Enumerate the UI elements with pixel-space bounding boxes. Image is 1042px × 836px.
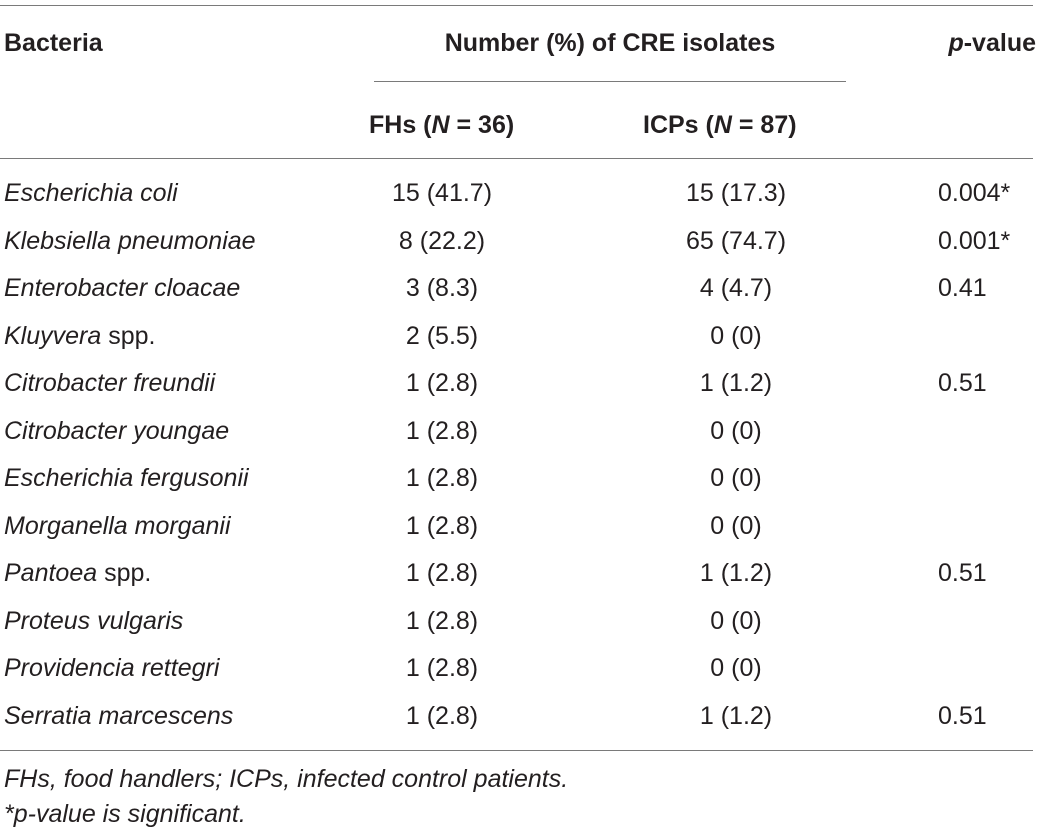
table-row: Klebsiella pneumoniae 8 (22.2) 65 (74.7) 0.… bbox=[0, 226, 1033, 273]
p-value: 0.001* bbox=[938, 227, 1011, 255]
icp-count: 0 (0) bbox=[710, 607, 762, 635]
fh-count: 1 (2.8) bbox=[405, 607, 479, 635]
icp-count: 0 (0) bbox=[710, 322, 762, 350]
table-row: Escherichia coli 15 (41.7) 15 (17.3) 0.004* bbox=[0, 178, 1033, 225]
table-row: Kluyvera spp. 2 (5.5) 0 (0) bbox=[0, 321, 1033, 368]
table-row: Escherichia fergusonii 1 (2.8) 0 (0) bbox=[0, 463, 1033, 510]
table-row: Morganella morganii 1 (2.8) 0 (0) bbox=[0, 511, 1033, 558]
table-row: Proteus vulgaris 1 (2.8) 0 (0) bbox=[0, 606, 1033, 653]
fh-count: 8 (22.2) bbox=[398, 227, 486, 255]
icp-count: 0 (0) bbox=[710, 417, 762, 445]
header-icps: ICPs (N = 87) bbox=[643, 111, 797, 139]
table-row: Providencia rettegri 1 (2.8) 0 (0) bbox=[0, 653, 1033, 700]
fh-count: 2 (5.5) bbox=[405, 322, 479, 350]
bacteria-name: Escherichia fergusonii bbox=[4, 464, 249, 492]
fh-count: 1 (2.8) bbox=[405, 512, 479, 540]
icp-count: 1 (1.2) bbox=[699, 702, 773, 730]
fh-count: 1 (2.8) bbox=[405, 702, 479, 730]
table-bottom-rule bbox=[0, 750, 1033, 751]
bacteria-name: Citrobacter youngae bbox=[4, 417, 230, 445]
header-bacteria: Bacteria bbox=[4, 29, 103, 57]
icp-count: 0 (0) bbox=[710, 512, 762, 540]
bacteria-name: Proteus vulgaris bbox=[4, 607, 184, 635]
icp-count: 0 (0) bbox=[710, 654, 762, 682]
bacteria-name: Providencia rettegri bbox=[4, 654, 220, 682]
header-fhs: FHs (N = 36) bbox=[369, 111, 515, 139]
icp-count: 15 (17.3) bbox=[685, 179, 787, 207]
fh-count: 15 (41.7) bbox=[391, 179, 493, 207]
bacteria-name: Kluyvera spp. bbox=[4, 322, 156, 350]
footnote-significance: *p-value is significant. bbox=[4, 800, 246, 828]
p-value: 0.51 bbox=[938, 559, 987, 587]
table-row: Serratia marcescens 1 (2.8) 1 (1.2) 0.51 bbox=[0, 701, 1033, 748]
fh-count: 3 (8.3) bbox=[405, 274, 479, 302]
bacteria-name: Citrobacter freundii bbox=[4, 369, 216, 397]
bacteria-name: Pantoea spp. bbox=[4, 559, 152, 587]
table-row: Citrobacter freundii 1 (2.8) 1 (1.2) 0.51 bbox=[0, 368, 1033, 415]
bacteria-name: Escherichia coli bbox=[4, 179, 178, 207]
table-top-rule bbox=[0, 5, 1033, 6]
header-bottom-rule bbox=[0, 158, 1033, 159]
bacteria-name: Klebsiella pneumoniae bbox=[4, 227, 256, 255]
bacteria-name: Morganella morganii bbox=[4, 512, 231, 540]
header-span-rule bbox=[374, 81, 846, 82]
table-row: Pantoea spp. 1 (2.8) 1 (1.2) 0.51 bbox=[0, 558, 1033, 605]
p-value: 0.004* bbox=[938, 179, 1011, 207]
fh-count: 1 (2.8) bbox=[405, 369, 479, 397]
fh-count: 1 (2.8) bbox=[405, 464, 479, 492]
p-value: 0.51 bbox=[938, 702, 987, 730]
table-row: Enterobacter cloacae 3 (8.3) 4 (4.7) 0.41 bbox=[0, 273, 1033, 320]
footnote-abbreviations: FHs, food handlers; ICPs, infected contr… bbox=[4, 765, 569, 793]
fh-count: 1 (2.8) bbox=[405, 417, 479, 445]
fh-count: 1 (2.8) bbox=[405, 559, 479, 587]
icp-count: 65 (74.7) bbox=[685, 227, 787, 255]
bacteria-name: Enterobacter cloacae bbox=[4, 274, 241, 302]
icp-count: 0 (0) bbox=[710, 464, 762, 492]
icp-count: 1 (1.2) bbox=[699, 369, 773, 397]
p-value: 0.51 bbox=[938, 369, 987, 397]
bacteria-name: Serratia marcescens bbox=[4, 702, 234, 730]
fh-count: 1 (2.8) bbox=[405, 654, 479, 682]
icp-count: 4 (4.7) bbox=[699, 274, 773, 302]
table-row: Citrobacter youngae 1 (2.8) 0 (0) bbox=[0, 416, 1033, 463]
p-value: 0.41 bbox=[938, 274, 987, 302]
icp-count: 1 (1.2) bbox=[699, 559, 773, 587]
header-p-value: p-value bbox=[948, 29, 1036, 57]
header-number-cre-isolates: Number (%) of CRE isolates bbox=[444, 29, 776, 57]
